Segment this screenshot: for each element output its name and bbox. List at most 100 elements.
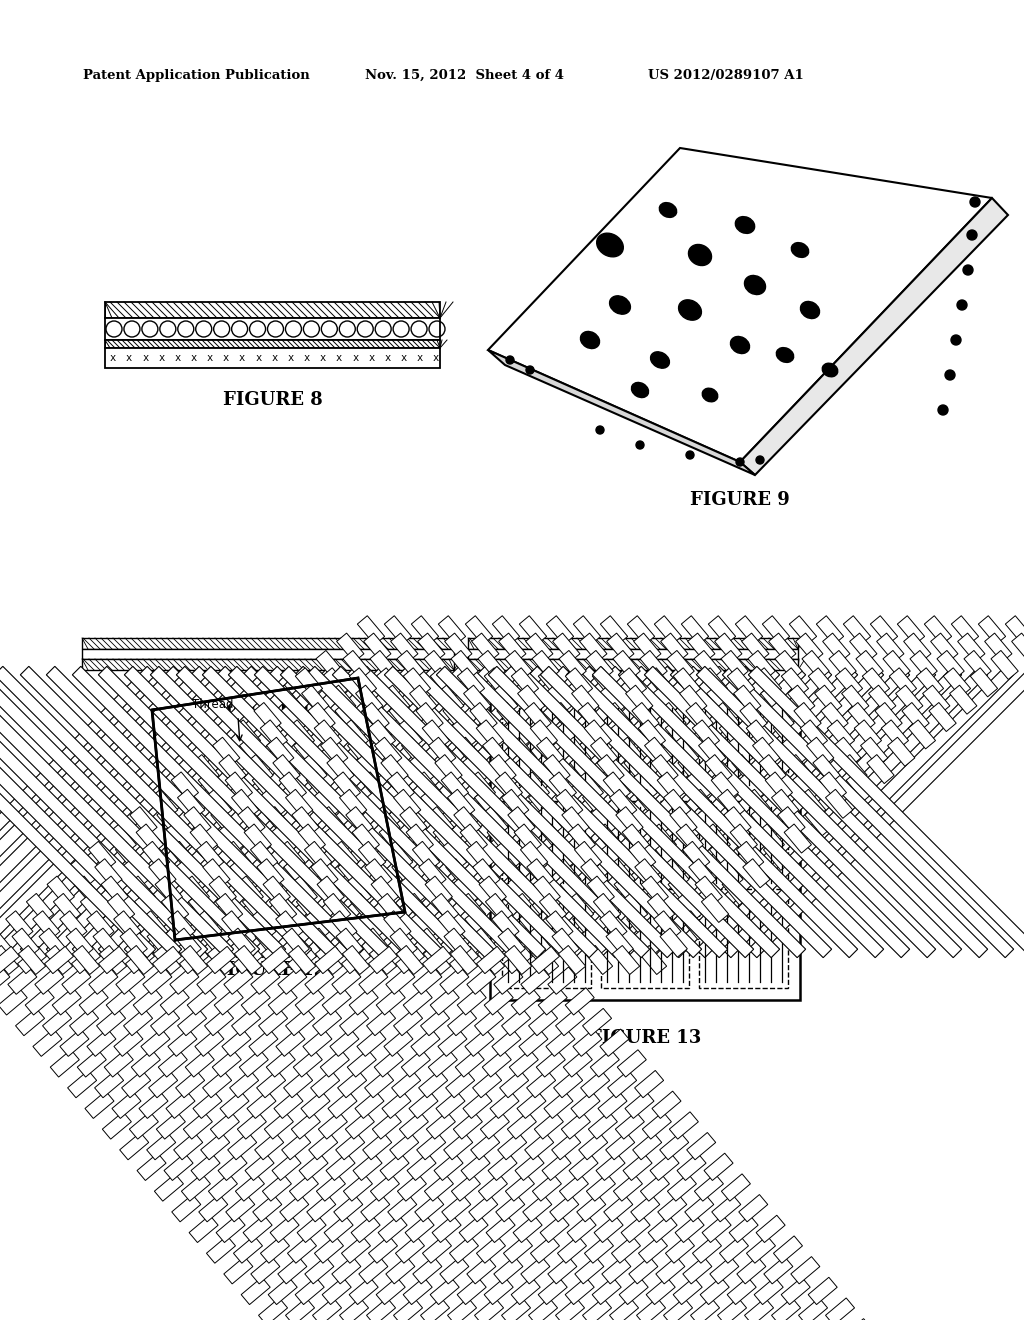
- Polygon shape: [530, 719, 557, 748]
- Polygon shape: [260, 719, 288, 748]
- Polygon shape: [338, 859, 366, 888]
- Polygon shape: [991, 651, 1018, 680]
- Polygon shape: [168, 911, 195, 940]
- Polygon shape: [902, 702, 929, 731]
- Polygon shape: [502, 801, 591, 890]
- Polygon shape: [513, 1216, 542, 1242]
- Polygon shape: [292, 807, 319, 836]
- Polygon shape: [222, 1030, 251, 1056]
- Polygon shape: [249, 1030, 278, 1056]
- Polygon shape: [827, 719, 855, 748]
- Polygon shape: [408, 755, 435, 784]
- Polygon shape: [756, 1216, 785, 1242]
- Polygon shape: [0, 667, 181, 958]
- Polygon shape: [367, 1298, 395, 1320]
- Text: x: x: [142, 352, 148, 363]
- Polygon shape: [488, 667, 779, 958]
- Polygon shape: [547, 615, 573, 644]
- Polygon shape: [120, 928, 147, 957]
- Polygon shape: [323, 668, 349, 697]
- Polygon shape: [489, 1092, 519, 1118]
- Polygon shape: [601, 899, 689, 987]
- Polygon shape: [177, 1008, 207, 1036]
- Polygon shape: [174, 1133, 203, 1160]
- Polygon shape: [407, 824, 433, 853]
- Polygon shape: [659, 1133, 689, 1160]
- Polygon shape: [224, 968, 253, 994]
- Polygon shape: [155, 876, 182, 906]
- Polygon shape: [532, 1173, 561, 1201]
- Polygon shape: [333, 772, 360, 801]
- Polygon shape: [769, 634, 796, 663]
- Polygon shape: [205, 789, 231, 818]
- Polygon shape: [434, 1154, 463, 1180]
- Polygon shape: [364, 634, 391, 663]
- Polygon shape: [73, 667, 364, 958]
- Polygon shape: [154, 945, 180, 974]
- Polygon shape: [301, 1092, 330, 1118]
- Polygon shape: [391, 1071, 421, 1098]
- Polygon shape: [306, 667, 598, 958]
- Polygon shape: [862, 668, 890, 697]
- Polygon shape: [447, 1008, 476, 1036]
- Polygon shape: [481, 807, 508, 836]
- Polygon shape: [0, 667, 156, 958]
- Polygon shape: [275, 911, 303, 940]
- Polygon shape: [671, 667, 962, 958]
- Polygon shape: [599, 685, 626, 714]
- Polygon shape: [323, 1278, 351, 1304]
- Polygon shape: [628, 615, 654, 644]
- Polygon shape: [694, 651, 721, 680]
- Polygon shape: [601, 841, 629, 870]
- Polygon shape: [727, 668, 755, 697]
- Polygon shape: [528, 789, 556, 818]
- Polygon shape: [825, 789, 853, 818]
- Polygon shape: [492, 911, 519, 940]
- Polygon shape: [238, 807, 265, 836]
- Polygon shape: [889, 668, 916, 697]
- Polygon shape: [937, 651, 965, 680]
- Polygon shape: [172, 1195, 201, 1222]
- Polygon shape: [474, 1008, 504, 1036]
- Polygon shape: [140, 911, 168, 940]
- Polygon shape: [572, 911, 600, 940]
- Polygon shape: [338, 1071, 367, 1098]
- Polygon shape: [318, 807, 346, 836]
- Polygon shape: [568, 824, 595, 853]
- Polygon shape: [716, 859, 743, 888]
- Polygon shape: [771, 1298, 801, 1320]
- Polygon shape: [33, 911, 60, 940]
- Polygon shape: [284, 859, 311, 888]
- Polygon shape: [82, 638, 454, 649]
- Polygon shape: [528, 1008, 558, 1036]
- Polygon shape: [692, 1236, 722, 1263]
- Polygon shape: [681, 1319, 710, 1320]
- Polygon shape: [496, 772, 522, 801]
- Polygon shape: [352, 824, 380, 853]
- Polygon shape: [868, 685, 896, 714]
- Polygon shape: [897, 615, 925, 644]
- Polygon shape: [463, 667, 754, 958]
- Text: Patent Application Publication: Patent Application Publication: [83, 69, 309, 82]
- Polygon shape: [8, 968, 37, 994]
- Polygon shape: [488, 350, 755, 475]
- Polygon shape: [860, 737, 888, 766]
- Polygon shape: [290, 1173, 318, 1201]
- Polygon shape: [176, 667, 468, 958]
- Polygon shape: [478, 1173, 508, 1201]
- Polygon shape: [465, 1030, 494, 1056]
- Polygon shape: [916, 668, 943, 697]
- Polygon shape: [468, 772, 496, 801]
- Text: Thread: Thread: [193, 697, 233, 710]
- Polygon shape: [456, 737, 483, 766]
- Polygon shape: [957, 634, 985, 663]
- Polygon shape: [116, 968, 144, 994]
- Polygon shape: [436, 1092, 465, 1118]
- Polygon shape: [293, 1049, 323, 1077]
- Polygon shape: [116, 841, 142, 870]
- Polygon shape: [403, 1278, 432, 1304]
- Polygon shape: [519, 615, 547, 644]
- Polygon shape: [166, 1092, 195, 1118]
- Polygon shape: [157, 1111, 185, 1139]
- Polygon shape: [459, 894, 485, 923]
